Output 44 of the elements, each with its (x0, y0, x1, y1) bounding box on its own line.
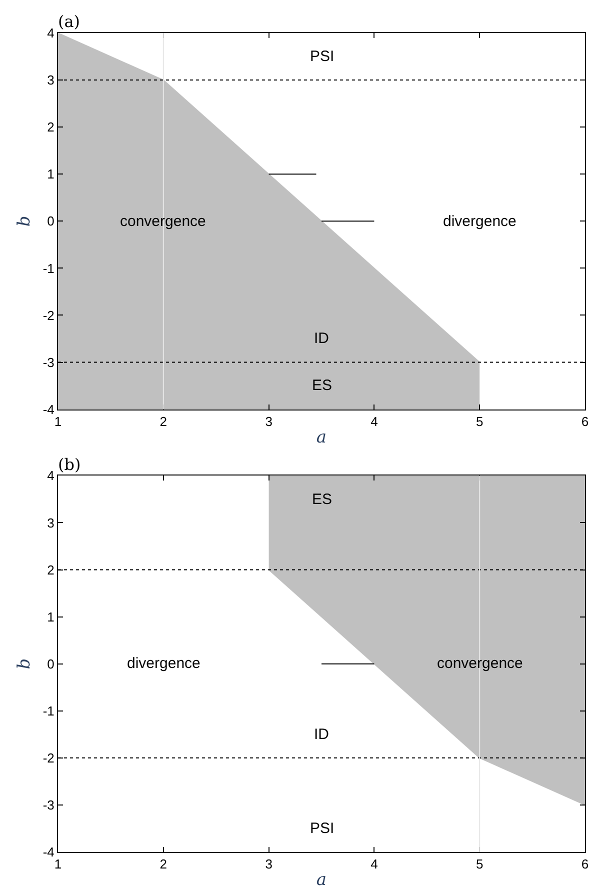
annotation: convergence (120, 213, 206, 230)
y-tick-label: 3 (47, 72, 54, 88)
x-tick-label: 3 (265, 414, 272, 429)
x-tick-label: 5 (476, 856, 484, 872)
x-tick-label: 2 (160, 856, 168, 872)
x-axis-title: a (316, 870, 327, 890)
annotation: PSI (310, 48, 334, 65)
x-axis-title: a (316, 427, 327, 448)
annotation: PSI (310, 820, 334, 837)
x-tick-label: 4 (370, 414, 378, 429)
y-tick-label: 1 (47, 609, 54, 624)
annotation: ES (312, 377, 332, 394)
annotation: ID (314, 726, 330, 743)
y-axis-title: b (14, 216, 34, 227)
y-tick-label: 2 (47, 120, 54, 135)
x-tick-label: 4 (370, 856, 378, 872)
x-tick-label: 2 (160, 414, 168, 429)
x-tick-label: 6 (581, 414, 589, 429)
y-tick-label: -1 (42, 260, 54, 276)
y-tick-label: 4 (47, 26, 54, 41)
y-tick-label: 3 (47, 515, 54, 530)
y-tick-label: 0 (47, 656, 54, 672)
annotation: ID (314, 330, 330, 347)
annotation: ES (312, 491, 332, 508)
y-tick-label: 0 (47, 214, 54, 229)
annotation: convergence (437, 655, 523, 672)
y-tick-label: 2 (47, 562, 54, 578)
y-tick-label: 1 (47, 166, 54, 182)
annotation: divergence (127, 655, 200, 672)
annotation: divergence (443, 213, 516, 230)
y-tick-label: 4 (47, 468, 54, 484)
y-tick-label: -4 (42, 402, 54, 417)
chart-title: (a) (58, 12, 80, 31)
x-tick-label: 5 (476, 414, 484, 429)
x-tick-label: 6 (581, 856, 589, 872)
y-tick-label: -2 (42, 750, 54, 766)
y-tick-label: -3 (42, 798, 54, 813)
y-tick-label: -4 (42, 844, 54, 860)
y-tick-label: -3 (42, 354, 54, 370)
y-tick-label: -2 (42, 308, 54, 323)
y-axis-title: b (14, 658, 34, 670)
y-tick-label: -1 (42, 703, 54, 718)
x-tick-label: 3 (265, 856, 272, 872)
chart-title: (b) (58, 455, 81, 474)
